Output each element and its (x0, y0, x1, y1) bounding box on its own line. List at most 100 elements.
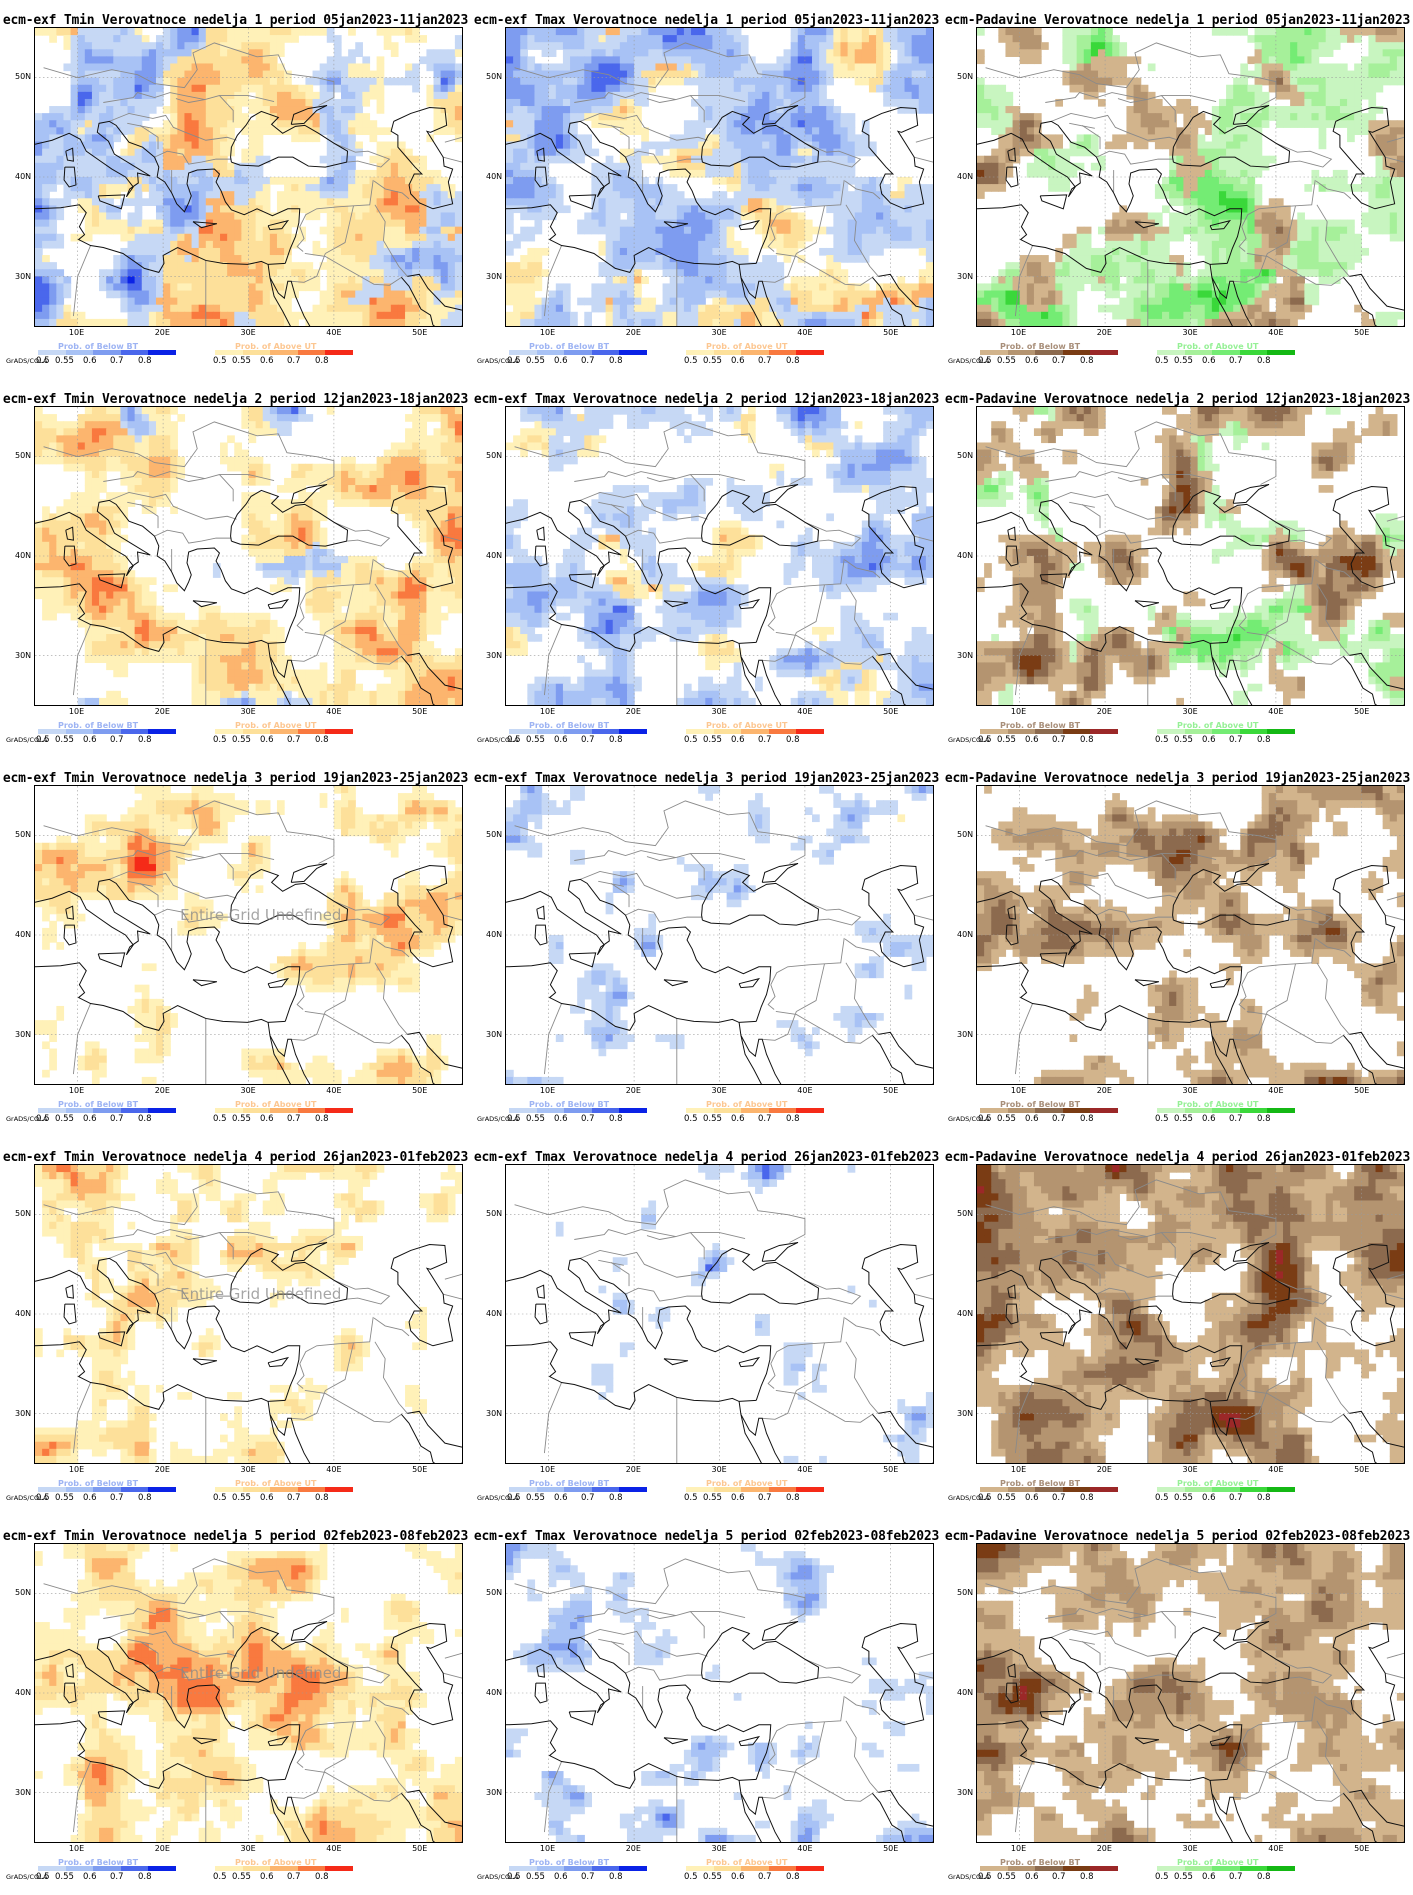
undefined-grid-label: Entire Grid Undefined (180, 1664, 341, 1682)
legend-swatch (536, 1866, 565, 1871)
country-borders (985, 800, 1404, 1084)
longitude-label: 10E (540, 1086, 555, 1095)
forecast-panel: ecm-exf Tmax Verovatnoce nedelja 1 perio… (471, 0, 942, 379)
legend-tick-label: 0.6 (1025, 1493, 1039, 1503)
graticule (35, 1165, 462, 1463)
legend-below: Prob. of Below BT 0.5 0.55 0.6 0.7 0.8 (36, 342, 176, 373)
legend-tick-label: 0.5 (507, 1493, 521, 1503)
latitude-label: 40N (486, 930, 502, 939)
probability-map: Entire Grid Undefined (34, 1164, 463, 1464)
forecast-panel: ecm-exf Tmin Verovatnoce nedelja 3 perio… (0, 758, 471, 1137)
longitude-label: 30E (712, 328, 727, 337)
legend-tick-label: 0.7 (110, 1114, 124, 1124)
legend-tick-label: 0.55 (1174, 356, 1193, 366)
country-borders (43, 421, 462, 705)
probability-map (976, 1164, 1405, 1464)
legend-swatch (1035, 729, 1063, 734)
legend-tick-label: 0.55 (526, 1493, 545, 1503)
graticule (35, 786, 462, 1084)
country-borders (514, 421, 933, 705)
latitude-label: 50N (486, 1588, 502, 1597)
legend-above: Prob. of Above UT 0.5 0.55 0.6 0.7 0.8 (213, 721, 353, 752)
legend-tick-label: 0.55 (997, 1114, 1016, 1124)
legend-swatch (564, 729, 592, 734)
legend-colorbar (980, 350, 1118, 355)
legend-tick-label: 0.6 (1025, 356, 1039, 366)
legend-tick-label: 0.7 (581, 1872, 595, 1882)
legend-tick-label: 0.7 (287, 735, 301, 745)
latitude-label: 50N (15, 72, 31, 81)
longitude-label: 50E (412, 707, 427, 716)
legend-swatch (270, 1487, 298, 1492)
legend-tick-label: 0.6 (554, 1114, 568, 1124)
longitude-label: 10E (1011, 1465, 1026, 1474)
legend-swatch (1035, 1108, 1063, 1113)
legend-swatch (591, 350, 620, 355)
coastlines (35, 104, 462, 326)
legend-tick-label: 0.5 (507, 735, 521, 745)
longitude-label: 10E (69, 1086, 84, 1095)
legend-tick-label: 0.8 (786, 735, 800, 745)
graticule (35, 1544, 462, 1842)
legend-swatch (325, 1487, 353, 1492)
grads-credit: GrADS/COLA (477, 1873, 518, 1881)
panel-title: ecm-Padavine Verovatnoce nedelja 5 perio… (942, 1529, 1413, 1544)
longitude-label: 30E (712, 707, 727, 716)
coastlines (977, 1620, 1404, 1842)
legend-swatch (148, 1866, 176, 1871)
longitude-label: 20E (626, 707, 641, 716)
country-borders (985, 42, 1404, 326)
grads-credit: GrADS/COLA (948, 1494, 989, 1502)
legend-swatch (93, 1108, 121, 1113)
legend-colorbar (980, 1108, 1118, 1113)
country-borders (43, 1179, 462, 1463)
legend-title: Prob. of Above UT (1177, 342, 1258, 351)
legend-swatch (215, 1866, 243, 1871)
legend-tick-label: 0.55 (232, 1493, 251, 1503)
legend-swatch (619, 1108, 647, 1113)
grads-credit: GrADS/COLA (6, 1873, 47, 1881)
legend-swatch (38, 1487, 66, 1492)
legend-tick-label: 0.6 (1025, 1872, 1039, 1882)
panel-title: ecm-exf Tmax Verovatnoce nedelja 5 perio… (471, 1529, 942, 1544)
legend-below: Prob. of Below BT 0.5 0.55 0.6 0.7 0.8 (507, 721, 647, 752)
longitude-label: 40E (326, 328, 341, 337)
legend-tick-label: 0.7 (758, 1114, 772, 1124)
longitude-label: 20E (1097, 707, 1112, 716)
legend-swatch (713, 1487, 742, 1492)
legend-tick-label: 0.55 (1174, 1872, 1193, 1882)
coastlines (506, 1241, 933, 1463)
legend-swatch (1212, 1487, 1240, 1492)
legend-above: Prob. of Above UT 0.5 0.55 0.6 0.7 0.8 (684, 721, 824, 752)
legend-swatch (619, 1487, 647, 1492)
latitude-label: 50N (486, 451, 502, 460)
legend-swatch (242, 1108, 271, 1113)
legend-swatch (215, 350, 243, 355)
legend-swatch (1062, 729, 1091, 734)
latitude-label: 30N (486, 1030, 502, 1039)
legend-tick-label: 0.55 (55, 735, 74, 745)
latitude-label: 40N (15, 1688, 31, 1697)
legend-below: Prob. of Below BT 0.5 0.55 0.6 0.7 0.8 (36, 721, 176, 752)
legend-swatch (1090, 350, 1118, 355)
latitude-label: 40N (486, 172, 502, 181)
legend-swatch (148, 1108, 176, 1113)
legend-swatch (297, 1866, 326, 1871)
grads-credit: GrADS/COLA (477, 736, 518, 744)
legend-swatch (741, 729, 769, 734)
legend-tick-label: 0.7 (1229, 735, 1243, 745)
legend-title: Prob. of Above UT (235, 342, 316, 351)
forecast-panel: ecm-Padavine Verovatnoce nedelja 2 perio… (942, 379, 1413, 758)
legend-tick-label: 0.6 (731, 735, 745, 745)
latitude-label: 40N (957, 1688, 973, 1697)
legend-swatch (509, 1487, 537, 1492)
legend-below: Prob. of Below BT 0.5 0.55 0.6 0.7 0.8 (507, 1479, 647, 1510)
legend-swatch (1062, 1866, 1091, 1871)
probability-map (505, 785, 934, 1085)
legend-swatch (1090, 1866, 1118, 1871)
legend-tick-label: 0.8 (315, 735, 329, 745)
legend-swatch (1212, 729, 1240, 734)
legend-title: Prob. of Below BT (58, 342, 138, 351)
legend-swatch (325, 350, 353, 355)
legend-above: Prob. of Above UT 0.5 0.55 0.6 0.7 0.8 (684, 342, 824, 373)
